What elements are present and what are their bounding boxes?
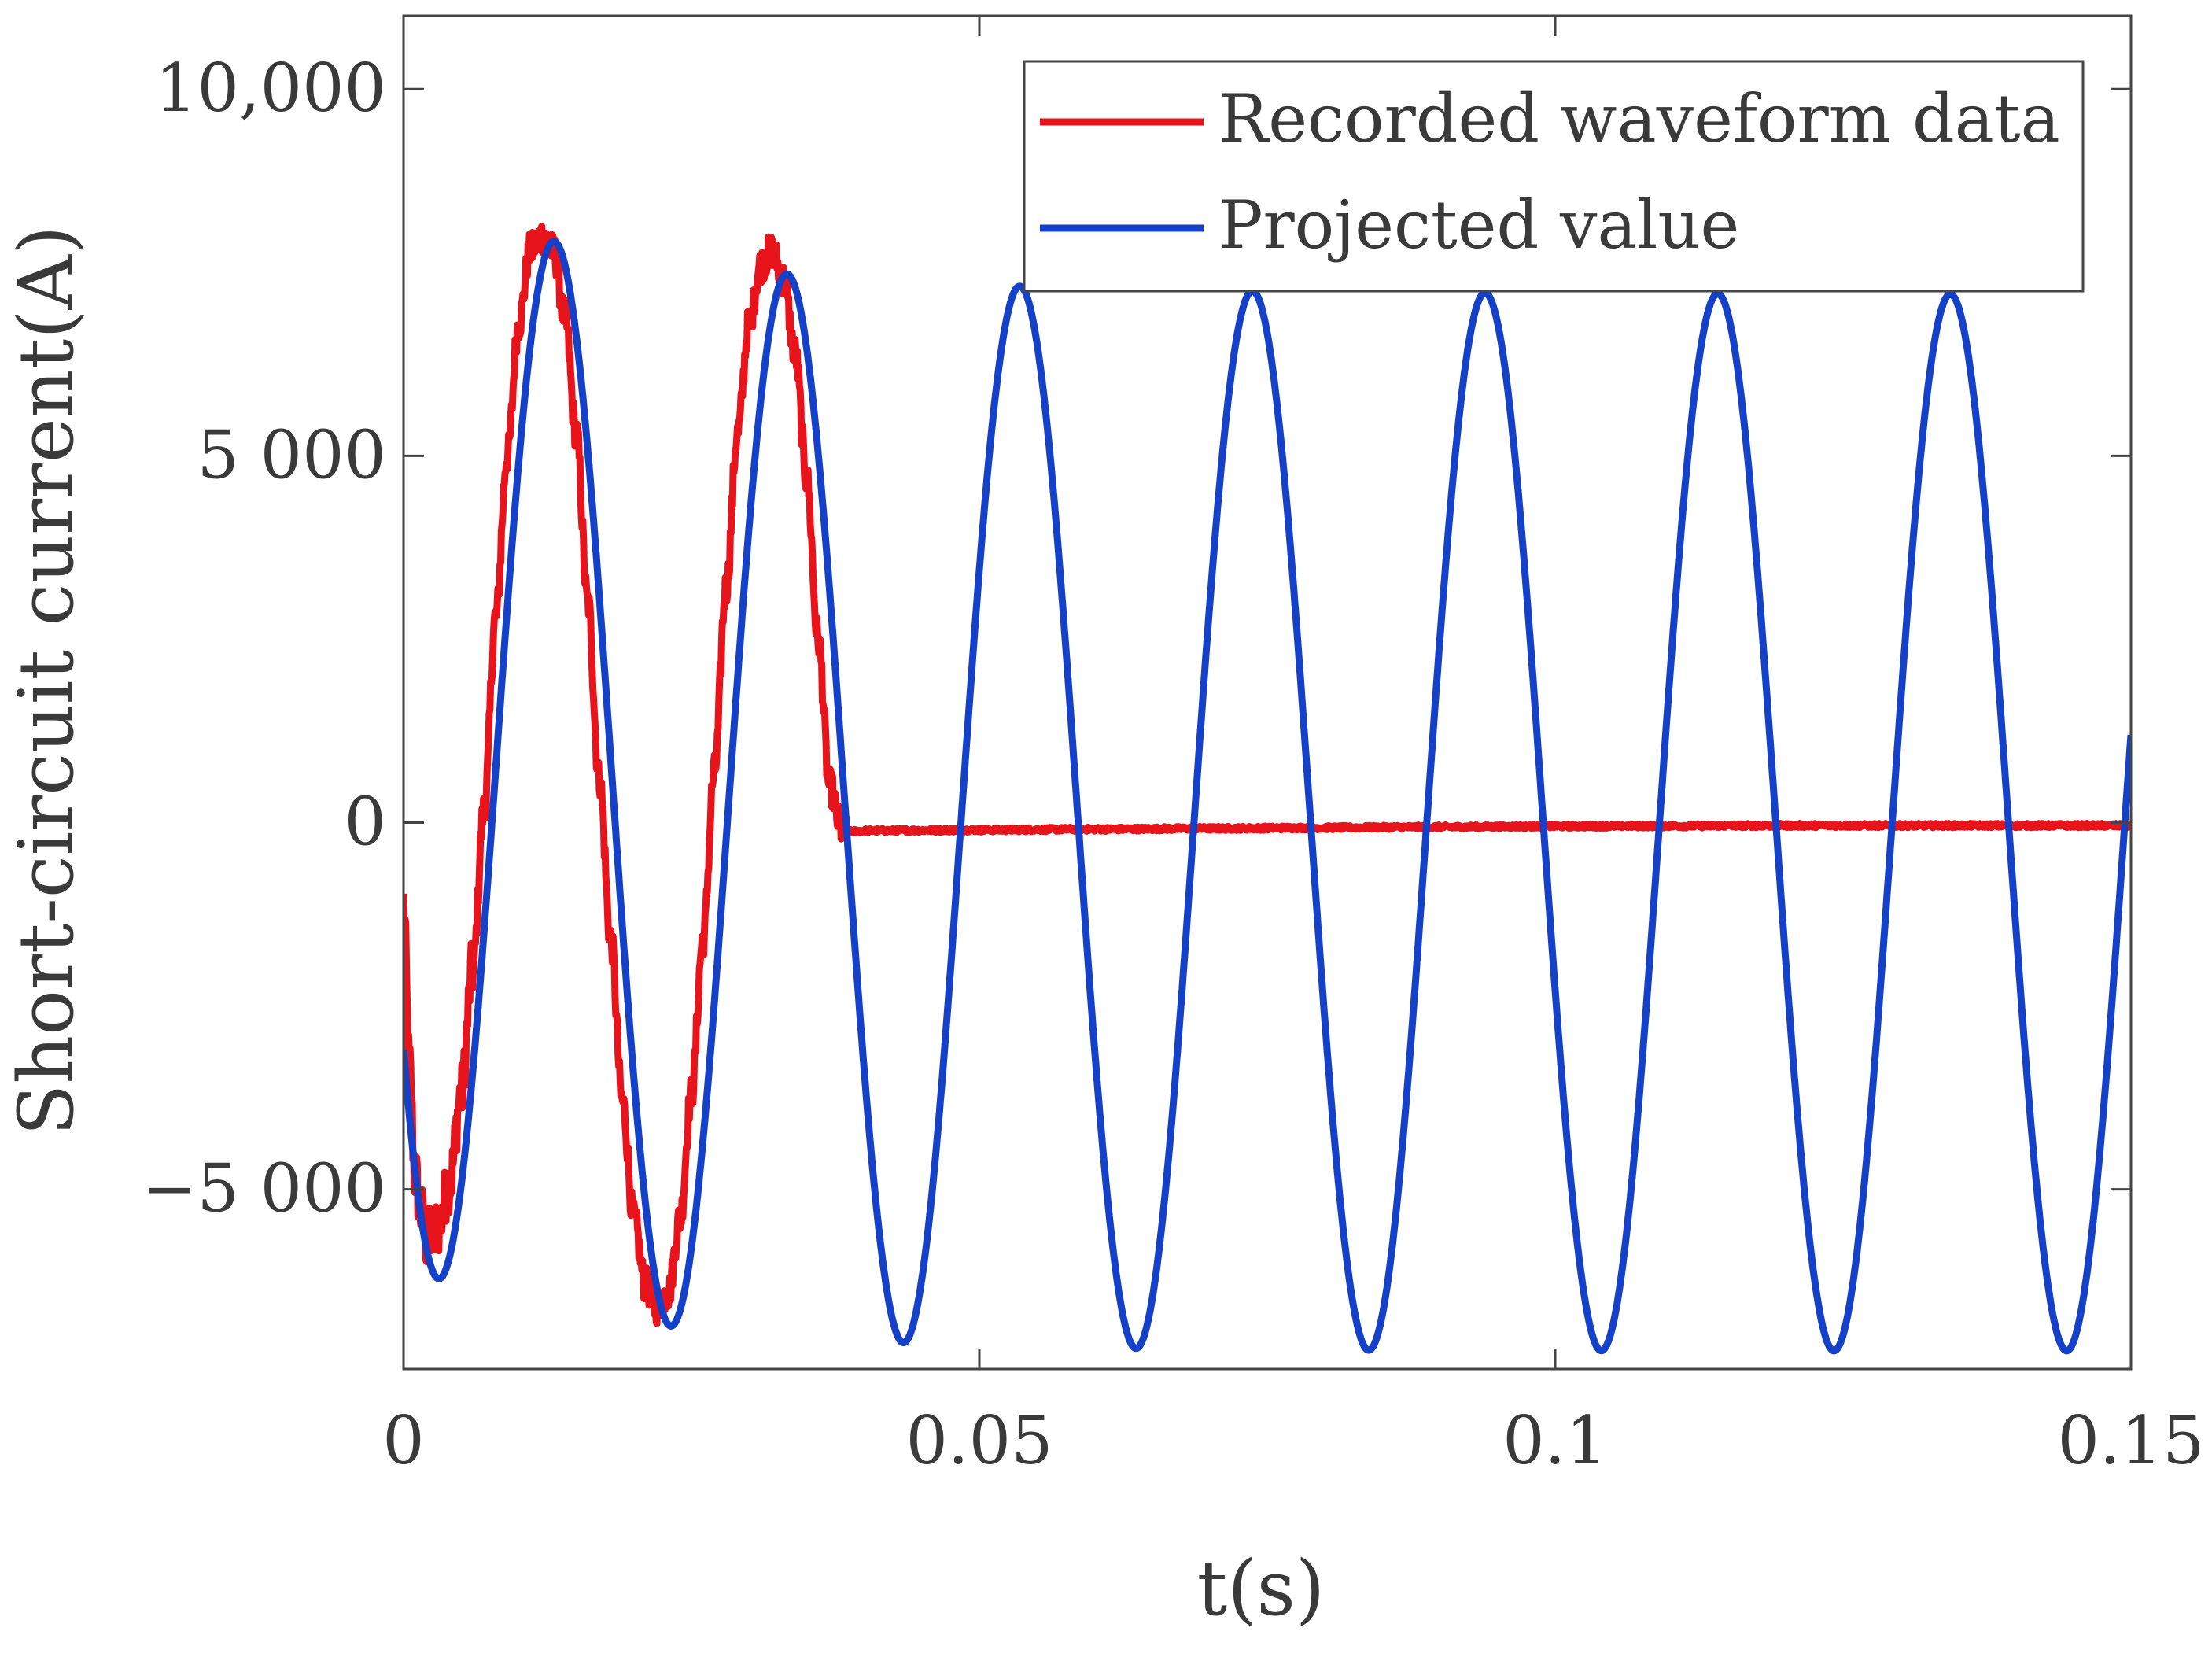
x-tick-label: 0.05: [905, 1402, 1053, 1479]
y-tick-label: 5 000: [197, 416, 386, 493]
recorded-waveform-line: [404, 223, 2131, 1327]
legend-label-projected: Projected value: [1218, 186, 1739, 264]
x-tick-label: 0.1: [1502, 1402, 1608, 1479]
y-axis-label: Short-circuit current(A): [2, 226, 90, 1136]
x-tick-label: 0.15: [2057, 1402, 2204, 1479]
projected-value-line: [404, 238, 2131, 1355]
plot-area: [402, 14, 2133, 1371]
legend-box: [1023, 60, 2085, 293]
y-tick-label: −5 000: [142, 1150, 386, 1227]
y-tick-label: 0: [345, 783, 386, 860]
legend-label-recorded: Recorded waveform data: [1218, 80, 2060, 157]
y-tick-label: 10,000: [155, 50, 386, 127]
x-tick-label: 0: [382, 1402, 424, 1479]
legend: Recorded waveform data Projected value: [1023, 60, 2085, 293]
x-axis-label: t(s): [1197, 1544, 1325, 1633]
